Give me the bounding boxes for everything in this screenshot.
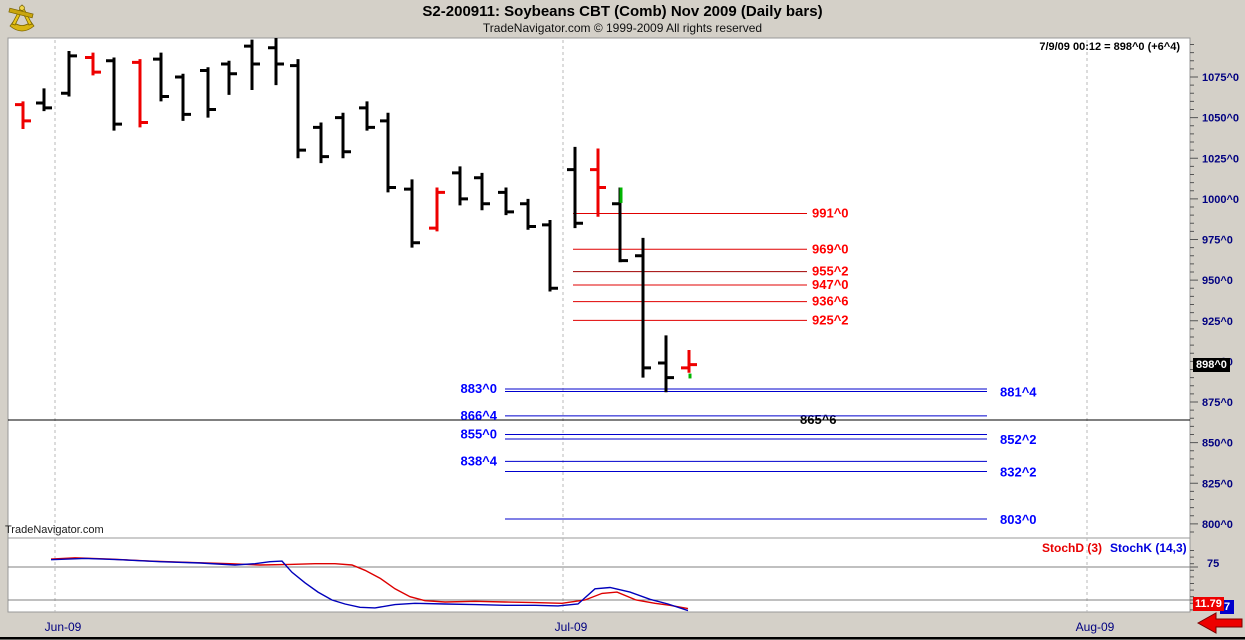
resistance-label: 925^2 <box>812 312 849 327</box>
support-label-right: 832^2 <box>1000 464 1037 479</box>
copyright-subtitle: TradeNavigator.com © 1999-2009 All right… <box>482 21 763 35</box>
ohlc-bar <box>15 101 31 129</box>
ohlc-bar <box>635 237 651 378</box>
x-axis-month-label: Jul-09 <box>555 620 588 634</box>
price-axis-label: 850^0 <box>1202 438 1233 450</box>
ohlc-bar <box>380 112 396 193</box>
ohlc-bar <box>542 220 558 292</box>
price-axis-label: 975^0 <box>1202 235 1233 247</box>
stochd-legend[interactable]: StochD (3) <box>1042 541 1102 555</box>
ohlc-bar <box>429 187 445 232</box>
support-label-right: 852^2 <box>1000 432 1037 447</box>
support-label-left: 855^0 <box>460 427 497 442</box>
ohlc-bar <box>590 148 606 217</box>
price-axis-label: 800^0 <box>1202 519 1233 531</box>
resistance-label: 955^2 <box>812 264 849 279</box>
resistance-label: 969^0 <box>812 241 849 256</box>
quote-line: 7/9/09 00:12 = 898^0 (+6^4) <box>1039 41 1180 53</box>
ohlc-bar <box>520 198 536 230</box>
ohlc-bar <box>612 187 628 263</box>
ohlc-bar <box>658 335 674 393</box>
stochd-value-badge: 11.79 <box>1193 597 1224 611</box>
ohlc-bar <box>452 166 468 206</box>
support-label-right: 881^4 <box>1000 384 1037 399</box>
ohlc-bar <box>200 67 216 118</box>
x-axis-month-label: Jun-09 <box>45 620 82 634</box>
ohlc-bar <box>498 187 514 216</box>
ohlc-bar <box>153 52 169 102</box>
ohlc-bar <box>335 112 351 159</box>
price-axis-label: 950^0 <box>1202 275 1233 287</box>
x-axis-month-label: Aug-09 <box>1076 620 1115 634</box>
resistance-label: 936^6 <box>812 294 849 309</box>
ohlc-bar <box>567 146 583 229</box>
ohlc-bar <box>244 39 260 90</box>
sextant-logo-icon <box>8 4 35 32</box>
support-label-left: 838^4 <box>460 453 497 468</box>
bottom-border <box>0 637 1245 640</box>
ohlc-bar <box>359 101 375 131</box>
chart-title: S2-200911: Soybeans CBT (Comb) Nov 2009 … <box>422 3 823 20</box>
ohlc-bar <box>268 38 284 86</box>
ohlc-bar <box>290 59 306 159</box>
stoch-axis-label-75: 75 <box>1207 558 1220 570</box>
support-label-left: 866^4 <box>460 408 497 423</box>
ohlc-bar <box>313 122 329 164</box>
price-axis-label: 1025^0 <box>1202 153 1239 165</box>
ohlc-bar <box>221 60 237 95</box>
scroll-left-button[interactable] <box>1196 612 1244 636</box>
resistance-label: 947^0 <box>812 277 849 292</box>
price-level-label: 865^6 <box>800 412 837 427</box>
ohlc-bar <box>474 172 490 211</box>
stochk-line <box>50 557 689 612</box>
support-label-right: 803^0 <box>1000 512 1037 527</box>
ohlc-bar <box>61 51 77 97</box>
ohlc-bar <box>85 52 101 76</box>
price-axis-label: 825^0 <box>1202 478 1233 490</box>
price-axis-label: 1000^0 <box>1202 194 1239 206</box>
watermark: TradeNavigator.com <box>5 524 104 536</box>
ohlc-bar <box>404 179 420 248</box>
price-axis-label: 925^0 <box>1202 316 1233 328</box>
last-price-badge: 898^0 <box>1193 358 1230 372</box>
price-axis-label: 875^0 <box>1202 397 1233 409</box>
ohlc-bar <box>36 88 52 112</box>
ohlc-bar <box>681 350 697 379</box>
ohlc-bar <box>175 73 191 121</box>
support-label-left: 883^0 <box>460 381 497 396</box>
price-axis-label: 1050^0 <box>1202 113 1239 125</box>
ohlc-bar <box>106 57 122 131</box>
ohlc-bar <box>132 59 148 128</box>
resistance-label: 991^0 <box>812 206 849 221</box>
price-axis-label: 1075^0 <box>1202 72 1239 84</box>
stochk-legend[interactable]: StochK (14,3) <box>1110 541 1187 555</box>
price-panel <box>7 37 1191 613</box>
